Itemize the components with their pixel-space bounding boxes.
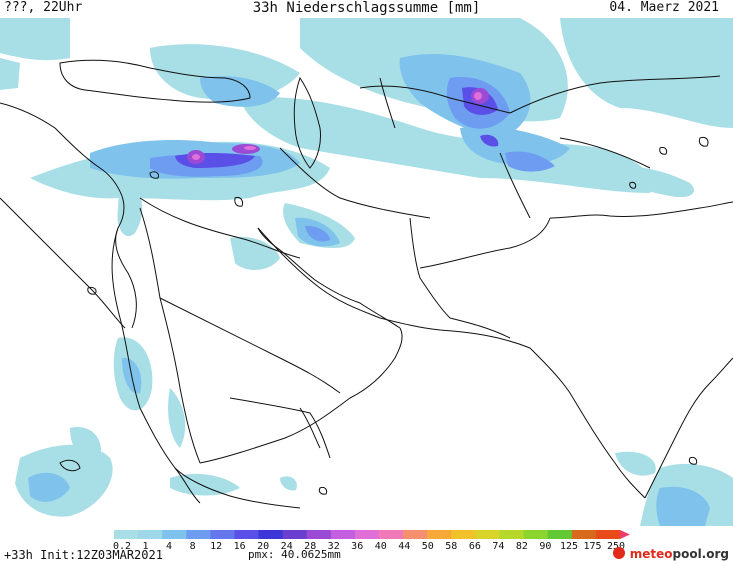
legend-swatch [499, 530, 525, 539]
legend-label: 36 [351, 541, 363, 552]
legend-swatch [186, 530, 211, 539]
legend-label: 66 [469, 541, 481, 552]
legend-swatch [282, 530, 308, 539]
legend-swatch [571, 530, 597, 539]
legend-swatch [258, 530, 284, 539]
legend-swatch [547, 530, 573, 539]
legend-label: 0.2 [113, 541, 131, 552]
legend-swatch [427, 530, 452, 539]
legend-label: 40 [375, 541, 387, 552]
legend-label: 74 [492, 541, 504, 552]
map-title: 33h Niederschlagssumme [mm] [252, 0, 481, 16]
legend-label: 175 [583, 541, 601, 552]
legend-label: 4 [166, 541, 172, 552]
legend-swatch [523, 530, 549, 539]
precipitation-map [0, 18, 733, 526]
legend-labels: 0.2 1 4 8 12 16 20 24 28 32 36 40 44 50 58 66 74 82 90 125 1… [113, 541, 625, 552]
precipitation-legend: 0.2 1 4 8 12 16 20 24 28 32 36 40 44 50 58 66 74 82 90 125 1… [113, 530, 630, 552]
legend-swatch [451, 530, 476, 539]
init-time-label: +33h Init:12Z03MAR2021 [4, 548, 163, 562]
brand-name-part-2: pool.org [672, 547, 729, 561]
legend-label: 20 [257, 541, 269, 552]
valid-time-label: ???, 22Uhr [4, 0, 83, 15]
legend-swatch [306, 530, 332, 539]
legend-label: 8 [190, 541, 196, 552]
legend-swatches [114, 530, 630, 539]
legend-swatch [354, 530, 380, 539]
legend-label: 32 [328, 541, 340, 552]
precipitation-layer [0, 18, 733, 526]
legend-label: 28 [304, 541, 316, 552]
legend-label: 50 [422, 541, 434, 552]
legend-arrow [620, 530, 630, 539]
legend-label: 16 [234, 541, 246, 552]
legend-swatch [379, 530, 404, 539]
forecast-date: 04. Maerz 2021 [609, 0, 719, 15]
legend-swatch [475, 530, 501, 539]
legend-label: 12 [210, 541, 222, 552]
legend-swatch [114, 530, 139, 539]
legend-swatch [330, 530, 356, 539]
legend-swatch [162, 530, 187, 539]
legend-swatch [234, 530, 260, 539]
legend-label: 58 [445, 541, 457, 552]
legend-swatch [595, 530, 621, 539]
legend-label: 82 [516, 541, 528, 552]
legend-label: 250 [607, 541, 625, 552]
legend-swatch [210, 530, 235, 539]
legend-swatch [138, 530, 163, 539]
legend-label: 44 [398, 541, 410, 552]
country-borders [0, 59, 733, 509]
brand-logo-icon [612, 547, 625, 559]
pmx-value: pmx: 40.0625mm [248, 548, 341, 561]
brand-logo[interactable]: meteopool.org [612, 546, 729, 561]
legend-label: 125 [560, 541, 578, 552]
legend-label: 1 [142, 541, 148, 552]
brand-name-part-1: meteo [629, 547, 673, 561]
legend-swatch [403, 530, 428, 539]
legend-label: 90 [539, 541, 551, 552]
legend-label: 24 [281, 541, 293, 552]
